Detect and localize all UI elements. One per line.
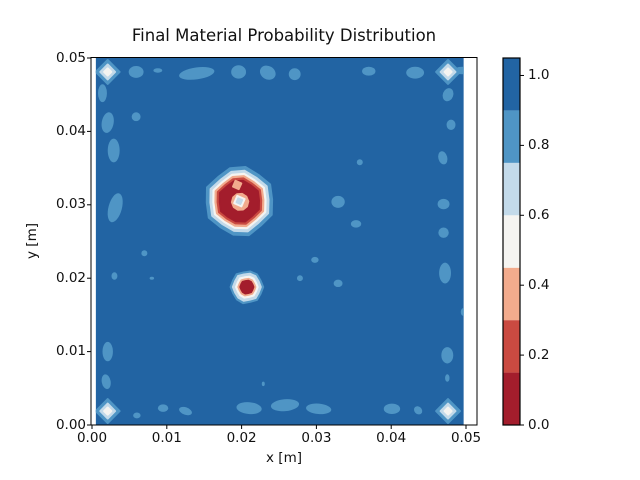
chart-title: Final Material Probability Distribution	[131, 26, 437, 45]
primary-low-probability-blob	[205, 166, 274, 237]
x-tick-label: 0.01	[151, 430, 182, 446]
speckle	[288, 68, 301, 81]
speckle	[141, 250, 148, 257]
speckle	[439, 262, 452, 284]
colorbar-tick-label: 0.6	[528, 206, 550, 223]
speckle	[331, 195, 345, 208]
speckle	[383, 403, 401, 415]
colorbar-tick-label: 0.0	[528, 416, 550, 433]
x-tick-label: 0.00	[76, 430, 108, 446]
speckle	[179, 67, 215, 80]
colorbar-tick-label: 0.2	[528, 346, 550, 363]
x-tick-label: 0.04	[376, 430, 407, 446]
speckle	[460, 308, 464, 316]
speckle	[445, 374, 450, 382]
speckle	[414, 406, 423, 415]
contour-ring	[443, 406, 453, 416]
y-tick-label: 0.03	[55, 196, 86, 213]
speckle	[149, 276, 155, 280]
speckle	[107, 193, 123, 223]
speckle	[442, 88, 454, 102]
speckle	[441, 347, 454, 364]
speckle	[111, 272, 118, 280]
contour-ring	[235, 197, 244, 205]
x-tick-label: 0.05	[450, 430, 482, 446]
y-axis-label: y [m]	[24, 223, 40, 259]
colorbar-band	[503, 110, 520, 163]
y-tick-label: 0.05	[55, 49, 86, 66]
contour-ring	[239, 279, 255, 295]
colorbar-tick-label: 0.8	[528, 136, 550, 153]
speckle	[406, 66, 425, 79]
speckle	[333, 279, 343, 288]
colorbar-tick-label: 0.4	[528, 276, 550, 293]
contour-ring	[232, 179, 243, 191]
speckle	[107, 138, 120, 163]
corner-marker	[435, 398, 461, 424]
colorbar-band	[503, 372, 520, 425]
speckle	[133, 412, 141, 419]
colorbar-band	[503, 320, 520, 373]
field-background	[95, 58, 464, 425]
colorbar-band	[503, 267, 520, 321]
corner-marker	[435, 59, 461, 85]
speckle	[102, 341, 113, 362]
y-tick-label: 0.02	[55, 269, 86, 286]
axes-border	[90, 57, 478, 426]
contour-ring	[103, 67, 113, 77]
speckle	[128, 65, 144, 78]
speckle	[157, 404, 169, 412]
colorbar	[502, 57, 524, 426]
colorbar-border	[502, 57, 521, 426]
speckle	[446, 119, 456, 131]
secondary-low-probability-blob	[229, 270, 265, 305]
corner-marker	[95, 398, 121, 424]
speckle	[236, 402, 262, 415]
probability-field	[95, 58, 464, 425]
y-tick-label: 0.04	[55, 122, 86, 139]
speckle	[131, 112, 141, 122]
speckle	[231, 65, 247, 79]
colorbar-band	[503, 162, 520, 216]
x-tick-label: 0.02	[226, 430, 257, 446]
speckle	[98, 84, 107, 103]
colorbar-band	[503, 58, 520, 111]
speckle	[362, 66, 376, 76]
speckle	[311, 256, 319, 263]
speckle	[438, 227, 449, 238]
speckle	[437, 198, 450, 210]
contour-ring	[103, 406, 113, 416]
x-axis-label: x [m]	[266, 450, 302, 466]
speckle	[296, 275, 303, 282]
speckle	[101, 112, 114, 133]
y-tick-label: 0.00	[55, 416, 86, 433]
speckle	[101, 374, 111, 390]
corner-marker	[95, 59, 121, 85]
y-tick-label: 0.01	[55, 343, 86, 360]
speckle	[270, 399, 300, 412]
speckle	[356, 159, 363, 166]
speckle	[261, 381, 265, 387]
x-tick-label: 0.03	[301, 430, 332, 446]
speckle	[306, 403, 332, 415]
speckle	[179, 406, 192, 416]
colorbar-band	[503, 215, 520, 268]
speckle	[259, 65, 276, 80]
colorbar-tick-label: 1.0	[528, 66, 550, 83]
speckle	[350, 220, 362, 228]
contour-ring	[443, 67, 453, 77]
speckle	[153, 68, 163, 73]
speckle	[438, 151, 448, 165]
